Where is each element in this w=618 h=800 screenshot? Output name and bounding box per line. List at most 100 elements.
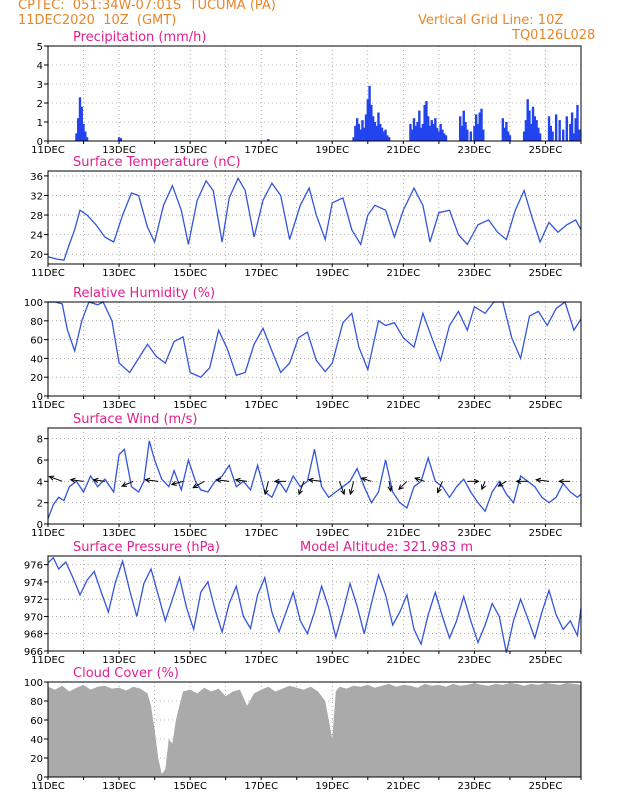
y-tick-label: 40 (30, 354, 43, 365)
precip-bar (373, 122, 377, 141)
y-tick-label: 0 (37, 137, 43, 148)
y-tick-label: 20 (30, 373, 43, 384)
y-tick-label: 968 (24, 630, 43, 641)
wind-arrow-shaft (437, 481, 443, 493)
wind-arrow-head (307, 477, 314, 483)
precip-bar (466, 129, 469, 141)
wind-arrow-head (398, 484, 404, 491)
x-tick-label: 11DEC (31, 400, 65, 411)
y-tick-label: 40 (30, 735, 43, 746)
precip-bar (354, 125, 357, 141)
precip-bar (432, 123, 435, 141)
y-tick-label: 80 (30, 697, 43, 708)
precip-bar (364, 114, 368, 141)
wind-arrow-head (413, 476, 421, 482)
wind-arrow-head (144, 477, 151, 483)
y-tick-label: 24 (30, 231, 43, 242)
x-tick-label: 25DEC (529, 528, 563, 539)
x-tick-label: 21DEC (386, 400, 420, 411)
x-tick-label: 15DEC (173, 528, 207, 539)
x-tick-label: 17DEC (244, 528, 278, 539)
x-tick-label: 15DEC (173, 781, 207, 792)
wind-arrow-head (170, 480, 177, 486)
precip-bar (562, 129, 565, 141)
y-tick-label: 2 (37, 499, 43, 510)
precip-frame (47, 45, 582, 142)
y-tick-label: 80 (30, 317, 43, 328)
precip-bar (439, 123, 442, 141)
precip-bar (355, 118, 359, 141)
precip-bar (473, 125, 476, 141)
x-tick-label: 15DEC (173, 400, 207, 411)
y-tick-label: 36 (30, 172, 43, 183)
precip-bar (423, 104, 426, 141)
precip-bar (359, 129, 362, 141)
x-tick-label: 17DEC (244, 145, 278, 156)
y-tick-label: 6 (37, 456, 43, 467)
precip-bar (370, 104, 373, 141)
precip-bar (482, 129, 485, 141)
y-tick-label: 28 (30, 211, 43, 222)
y-tick-label: 4 (37, 477, 43, 488)
x-tick-label: 21DEC (386, 781, 420, 792)
rh-title: Relative Humidity (%) (73, 286, 215, 301)
wind-arrow-head (515, 478, 522, 484)
precip-bar (533, 116, 537, 141)
precip-bar (419, 127, 423, 141)
precip-bar (418, 110, 421, 141)
y-tick-label: 32 (30, 191, 43, 202)
y-tick-label: 0 (37, 520, 43, 531)
cloud-frame (47, 681, 582, 778)
wind-arrow-head (192, 483, 199, 489)
precip-bar (119, 138, 123, 141)
x-tick-label: 11DEC (31, 781, 65, 792)
x-tick-label: 13DEC (102, 655, 136, 666)
precip-bar (522, 131, 526, 141)
precip-bar (434, 118, 437, 141)
precip-bar (117, 137, 121, 141)
wind-arrow-shaft (171, 480, 184, 486)
precip-bar (524, 120, 528, 141)
wind-arrow-shaft (481, 481, 486, 490)
precip-bar (75, 133, 78, 141)
x-tick-label: 23DEC (458, 781, 492, 792)
x-tick-label: 25DEC (529, 400, 563, 411)
precip-bar (428, 125, 432, 141)
x-tick-label: 19DEC (315, 145, 349, 156)
precip-bar (501, 118, 505, 141)
precip-bar (474, 114, 478, 141)
wind-arrow-head (92, 477, 99, 483)
x-tick-label: 15DEC (173, 268, 207, 279)
y-tick-label: 0 (37, 392, 43, 403)
wind-arrow-head (535, 477, 542, 483)
wind-arrow-head (298, 489, 304, 496)
y-tick-label: 20 (30, 250, 43, 261)
temp-frame (47, 170, 582, 265)
x-tick-label: 17DEC (244, 781, 278, 792)
precip-bar (444, 135, 448, 141)
wind-title: Surface Wind (m/s) (73, 412, 197, 427)
wind-arrow-shaft (145, 479, 159, 482)
wind-arrow-head (48, 475, 55, 481)
wind-arrow-shaft (298, 481, 305, 495)
temp-title: Surface Temperature (nC) (73, 155, 241, 170)
precip-bar (414, 125, 417, 141)
x-tick-label: 21DEC (386, 268, 420, 279)
x-tick-label: 13DEC (102, 268, 136, 279)
wind-arrow-head (121, 482, 128, 487)
precip-bar (506, 131, 510, 141)
wind-arrow-shaft (398, 480, 408, 490)
y-tick-label: 2 (37, 99, 43, 110)
y-tick-label: 0 (37, 773, 43, 784)
pres-series-line (47, 556, 582, 653)
precip-bar (363, 127, 366, 141)
precip-bar (441, 129, 444, 141)
wind-arrow-shaft (70, 479, 84, 482)
x-tick-label: 13DEC (102, 400, 136, 411)
x-tick-label: 23DEC (458, 145, 492, 156)
precip-bar (551, 131, 554, 141)
header-code: TQ0126L028 (512, 28, 596, 43)
x-tick-label: 11DEC (31, 268, 65, 279)
wind-arrow-shaft (264, 481, 269, 495)
